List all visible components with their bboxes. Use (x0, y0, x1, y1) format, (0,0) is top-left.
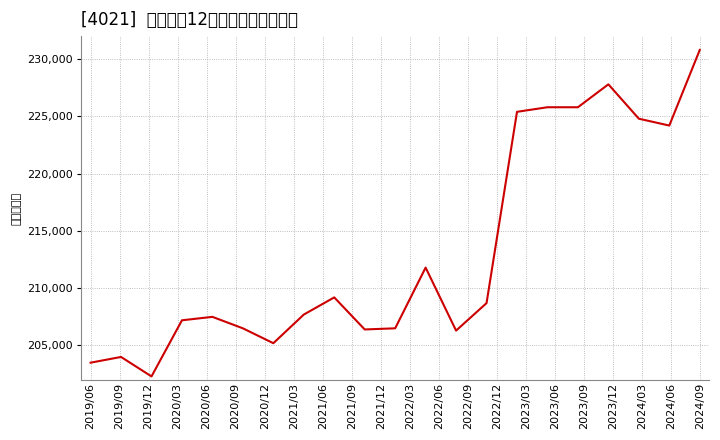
Text: [4021]  売上高の12か月移動合計の推移: [4021] 売上高の12か月移動合計の推移 (81, 11, 299, 29)
Y-axis label: （百万円）: （百万円） (11, 191, 21, 224)
